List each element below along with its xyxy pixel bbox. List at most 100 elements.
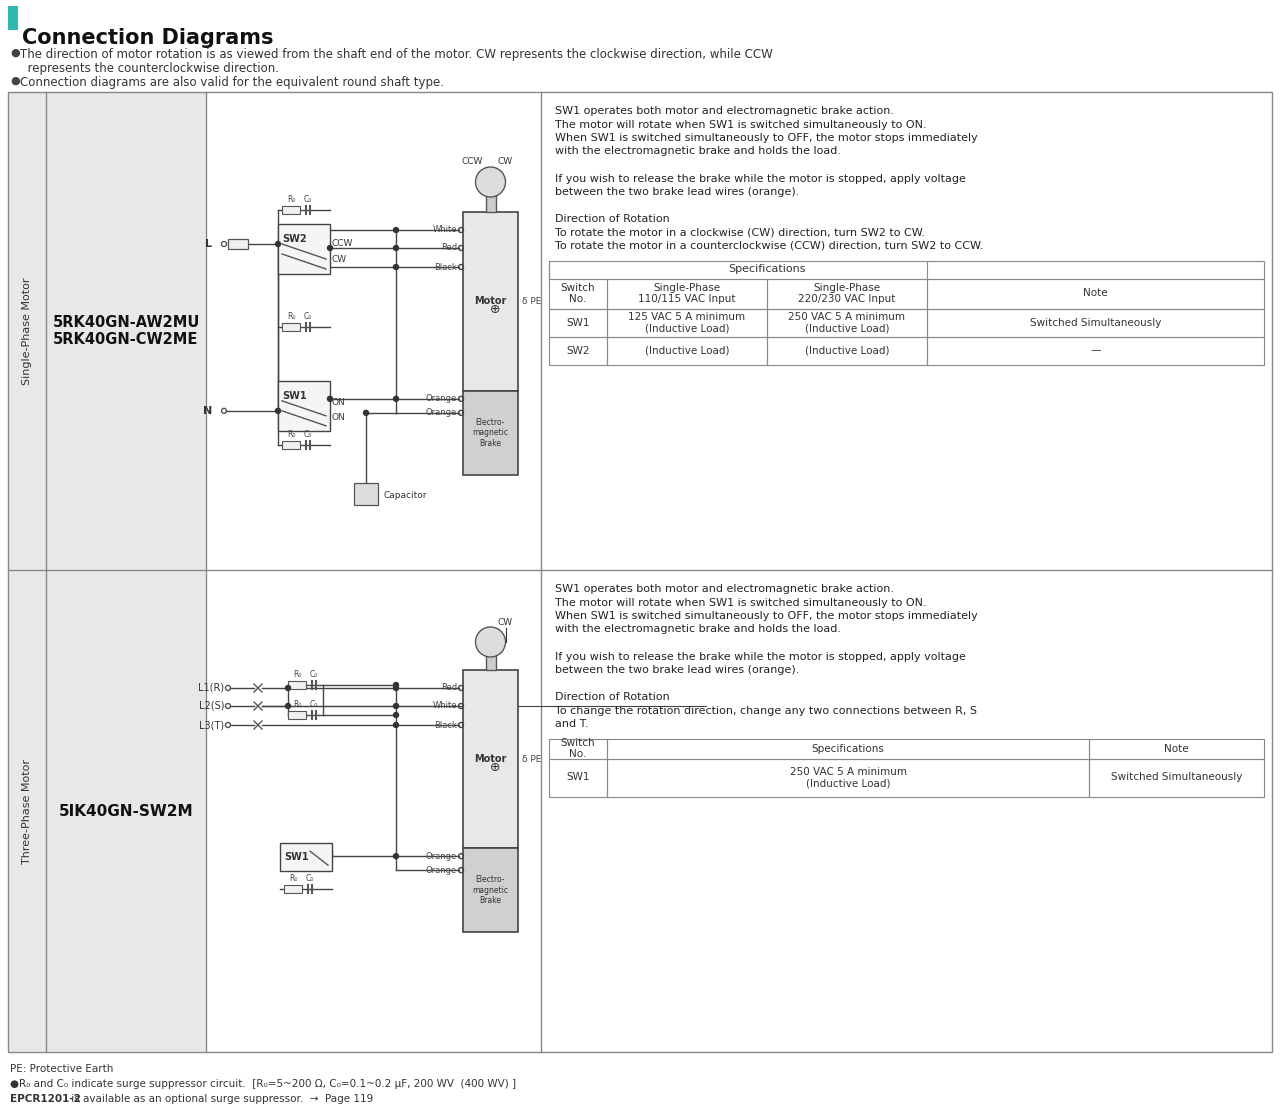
Text: Motor: Motor (475, 297, 507, 307)
Text: Electro-
magnetic
Brake: Electro- magnetic Brake (472, 419, 508, 448)
Text: CCW: CCW (332, 239, 353, 248)
Text: Specifications: Specifications (812, 743, 884, 753)
Text: δ PE: δ PE (522, 297, 541, 305)
Text: L2(S): L2(S) (198, 700, 224, 711)
Circle shape (285, 704, 291, 708)
Text: R₀: R₀ (289, 874, 297, 883)
Text: (Inductive Load): (Inductive Load) (805, 346, 890, 356)
Bar (607, 759, 1089, 797)
Text: Three-Phase Motor: Three-Phase Motor (22, 759, 32, 864)
Bar (607, 739, 1089, 759)
Circle shape (328, 245, 333, 251)
Text: SW1 operates both motor and electromagnetic brake action.: SW1 operates both motor and electromagne… (556, 106, 893, 116)
Text: The direction of motor rotation is as viewed from the shaft end of the motor. CW: The direction of motor rotation is as vi… (20, 48, 773, 62)
Text: Single-Phase
220/230 VAC Input: Single-Phase 220/230 VAC Input (799, 283, 896, 304)
Text: R₀: R₀ (293, 670, 301, 679)
Bar (607, 279, 767, 309)
Bar (607, 309, 767, 337)
Bar (767, 337, 927, 365)
Text: ⊕: ⊕ (490, 303, 500, 316)
Bar (355, 483, 378, 505)
Bar (278, 224, 330, 274)
Text: Orange: Orange (426, 852, 457, 861)
Bar (463, 391, 518, 474)
Text: R₀: R₀ (287, 312, 296, 321)
Circle shape (393, 713, 398, 717)
Text: ●R₀ and C₀ indicate surge suppressor circuit.  [R₀=5~200 Ω, C₀=0.1~0.2 μF, 200 W: ●R₀ and C₀ indicate surge suppressor cir… (10, 1079, 516, 1089)
Text: ON: ON (332, 413, 346, 422)
Text: Note: Note (1083, 289, 1107, 299)
Circle shape (393, 723, 398, 727)
Text: 250 VAC 5 A minimum
(Inductive Load): 250 VAC 5 A minimum (Inductive Load) (790, 767, 906, 788)
Text: C₀: C₀ (303, 430, 312, 439)
Text: represents the counterclockwise direction.: represents the counterclockwise directio… (20, 62, 279, 75)
Bar (282, 323, 300, 331)
Text: Switch
No.: Switch No. (561, 737, 595, 760)
Bar (278, 380, 330, 431)
Circle shape (393, 683, 398, 687)
Text: Orange: Orange (426, 866, 457, 875)
Text: Orange: Orange (426, 394, 457, 403)
Circle shape (393, 854, 398, 858)
Text: Single-Phase
110/115 VAC Input: Single-Phase 110/115 VAC Input (639, 283, 736, 304)
Text: Red: Red (440, 244, 457, 253)
Text: —: — (1091, 346, 1101, 356)
Text: White: White (433, 226, 457, 235)
Text: CCW: CCW (462, 157, 483, 166)
Circle shape (475, 167, 506, 197)
Text: White: White (433, 702, 457, 711)
Text: Capacitor: Capacitor (384, 490, 428, 499)
Text: ●: ● (10, 76, 19, 86)
Text: SW1: SW1 (284, 853, 308, 862)
Bar (485, 182, 495, 211)
Text: When SW1 is switched simultaneously to OFF, the motor stops immediately: When SW1 is switched simultaneously to O… (556, 133, 978, 143)
Text: Connection Diagrams: Connection Diagrams (22, 28, 274, 48)
Bar (463, 670, 518, 848)
Text: Electro-
magnetic
Brake: Electro- magnetic Brake (472, 875, 508, 905)
Circle shape (393, 704, 398, 708)
Text: Black: Black (434, 721, 457, 730)
Circle shape (275, 408, 280, 413)
Text: Single-Phase Motor: Single-Phase Motor (22, 278, 32, 385)
Circle shape (393, 686, 398, 690)
Text: SW1: SW1 (282, 391, 307, 401)
Text: C₀: C₀ (303, 312, 312, 321)
Text: C₀: C₀ (310, 700, 319, 709)
Text: 125 VAC 5 A minimum
(Inductive Load): 125 VAC 5 A minimum (Inductive Load) (628, 312, 745, 333)
Text: Black: Black (434, 263, 457, 272)
Bar (288, 681, 306, 689)
Text: If you wish to release the brake while the motor is stopped, apply voltage: If you wish to release the brake while t… (556, 173, 966, 184)
Text: When SW1 is switched simultaneously to OFF, the motor stops immediately: When SW1 is switched simultaneously to O… (556, 611, 978, 621)
Text: CW: CW (498, 618, 513, 627)
Text: R₀: R₀ (287, 430, 296, 439)
Bar (463, 848, 518, 932)
Bar (927, 337, 1265, 365)
Text: 5IK40GN-SW2M: 5IK40GN-SW2M (59, 803, 193, 818)
Bar (463, 211, 518, 391)
Bar (288, 711, 306, 720)
Text: between the two brake lead wires (orange).: between the two brake lead wires (orange… (556, 665, 800, 675)
Bar (284, 885, 302, 893)
Bar (1089, 739, 1265, 759)
Text: Red: Red (440, 684, 457, 693)
Circle shape (275, 242, 280, 246)
Text: EPCR1201-2: EPCR1201-2 (10, 1094, 81, 1104)
Text: CW: CW (498, 157, 513, 166)
Text: SW1 operates both motor and electromagnetic brake action.: SW1 operates both motor and electromagne… (556, 584, 893, 594)
Text: SW2: SW2 (282, 234, 307, 244)
Text: R₀: R₀ (287, 195, 296, 204)
Bar (607, 337, 767, 365)
Bar (927, 309, 1265, 337)
Bar (282, 441, 300, 449)
Text: Switched Simultaneously: Switched Simultaneously (1111, 772, 1242, 782)
Text: ●: ● (10, 48, 19, 58)
Text: Switched Simultaneously: Switched Simultaneously (1030, 318, 1161, 328)
Circle shape (393, 245, 398, 251)
Text: Direction of Rotation: Direction of Rotation (556, 214, 669, 224)
Text: C₀: C₀ (303, 195, 312, 204)
Text: Note: Note (1165, 743, 1189, 753)
Bar (549, 279, 607, 309)
Text: is available as an optional surge suppressor.  →  Page 119: is available as an optional surge suppre… (68, 1094, 374, 1104)
Circle shape (285, 686, 291, 690)
Text: ON: ON (332, 398, 346, 407)
